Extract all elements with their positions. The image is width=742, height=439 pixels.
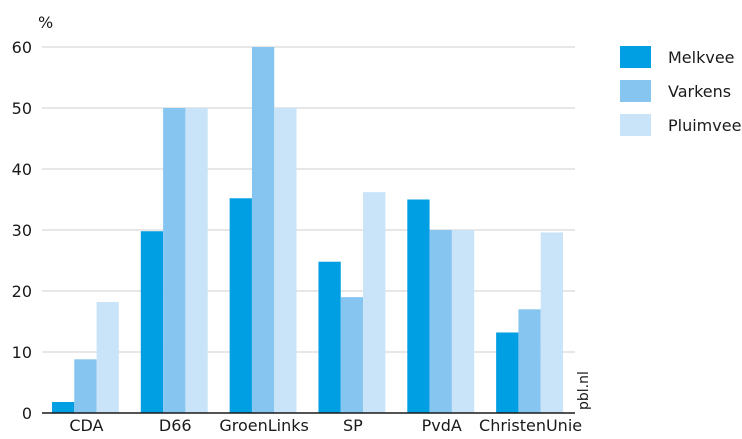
legend-swatch-varkens	[620, 80, 651, 102]
bar-pluimvee	[451, 230, 475, 413]
legend-label-varkens: Varkens	[668, 82, 731, 101]
y-tick-label: 20	[12, 282, 32, 301]
x-tick-label: PvdA	[422, 416, 462, 435]
source-label: pbl.nl	[576, 371, 592, 410]
y-axis-unit-label: %	[38, 13, 53, 32]
bars	[51, 47, 564, 413]
x-tick-label: ChristenUnie	[479, 416, 582, 435]
y-tick-label: 40	[12, 160, 32, 179]
y-tick-label: 0	[22, 404, 32, 423]
bar-varkens	[251, 47, 275, 413]
y-tick-label: 30	[12, 221, 32, 240]
x-tick-label: GroenLinks	[219, 416, 309, 435]
bar-pluimvee	[185, 108, 208, 413]
bar-melkvee	[496, 332, 519, 413]
bar-melkvee	[51, 402, 75, 413]
legend-swatch-pluimvee	[620, 114, 651, 136]
bar-varkens	[429, 230, 452, 413]
bar-pluimvee	[540, 232, 564, 413]
legend-label-melkvee: Melkvee	[668, 48, 735, 67]
x-tick-label: CDA	[69, 416, 103, 435]
bar-varkens	[163, 108, 186, 413]
bar-melkvee	[140, 231, 164, 413]
bar-pluimvee	[363, 192, 386, 413]
y-tick-label: 50	[12, 99, 32, 118]
legend-swatch-melkvee	[620, 46, 651, 68]
bar-varkens	[340, 297, 364, 413]
legend-label-pluimvee: Pluimvee	[668, 116, 741, 135]
bar-melkvee	[318, 261, 341, 413]
bar-melkvee	[229, 198, 252, 413]
y-tick-label: 60	[12, 38, 32, 57]
bar-varkens	[518, 309, 541, 413]
bar-pluimvee	[96, 301, 119, 413]
x-tick-label: SP	[343, 416, 363, 435]
bar-varkens	[74, 359, 97, 413]
legend: Melkvee Varkens Pluimvee	[620, 46, 741, 136]
bar-melkvee	[407, 199, 430, 413]
y-tick-label: 10	[12, 343, 32, 362]
gridlines	[42, 46, 575, 353]
x-tick-label: D66	[159, 416, 192, 435]
bar-pluimvee	[274, 108, 297, 413]
axes: 0 10 20 30 40 50 60 CDA D66 GroenLinks SP PvdA Chris…	[12, 38, 582, 435]
